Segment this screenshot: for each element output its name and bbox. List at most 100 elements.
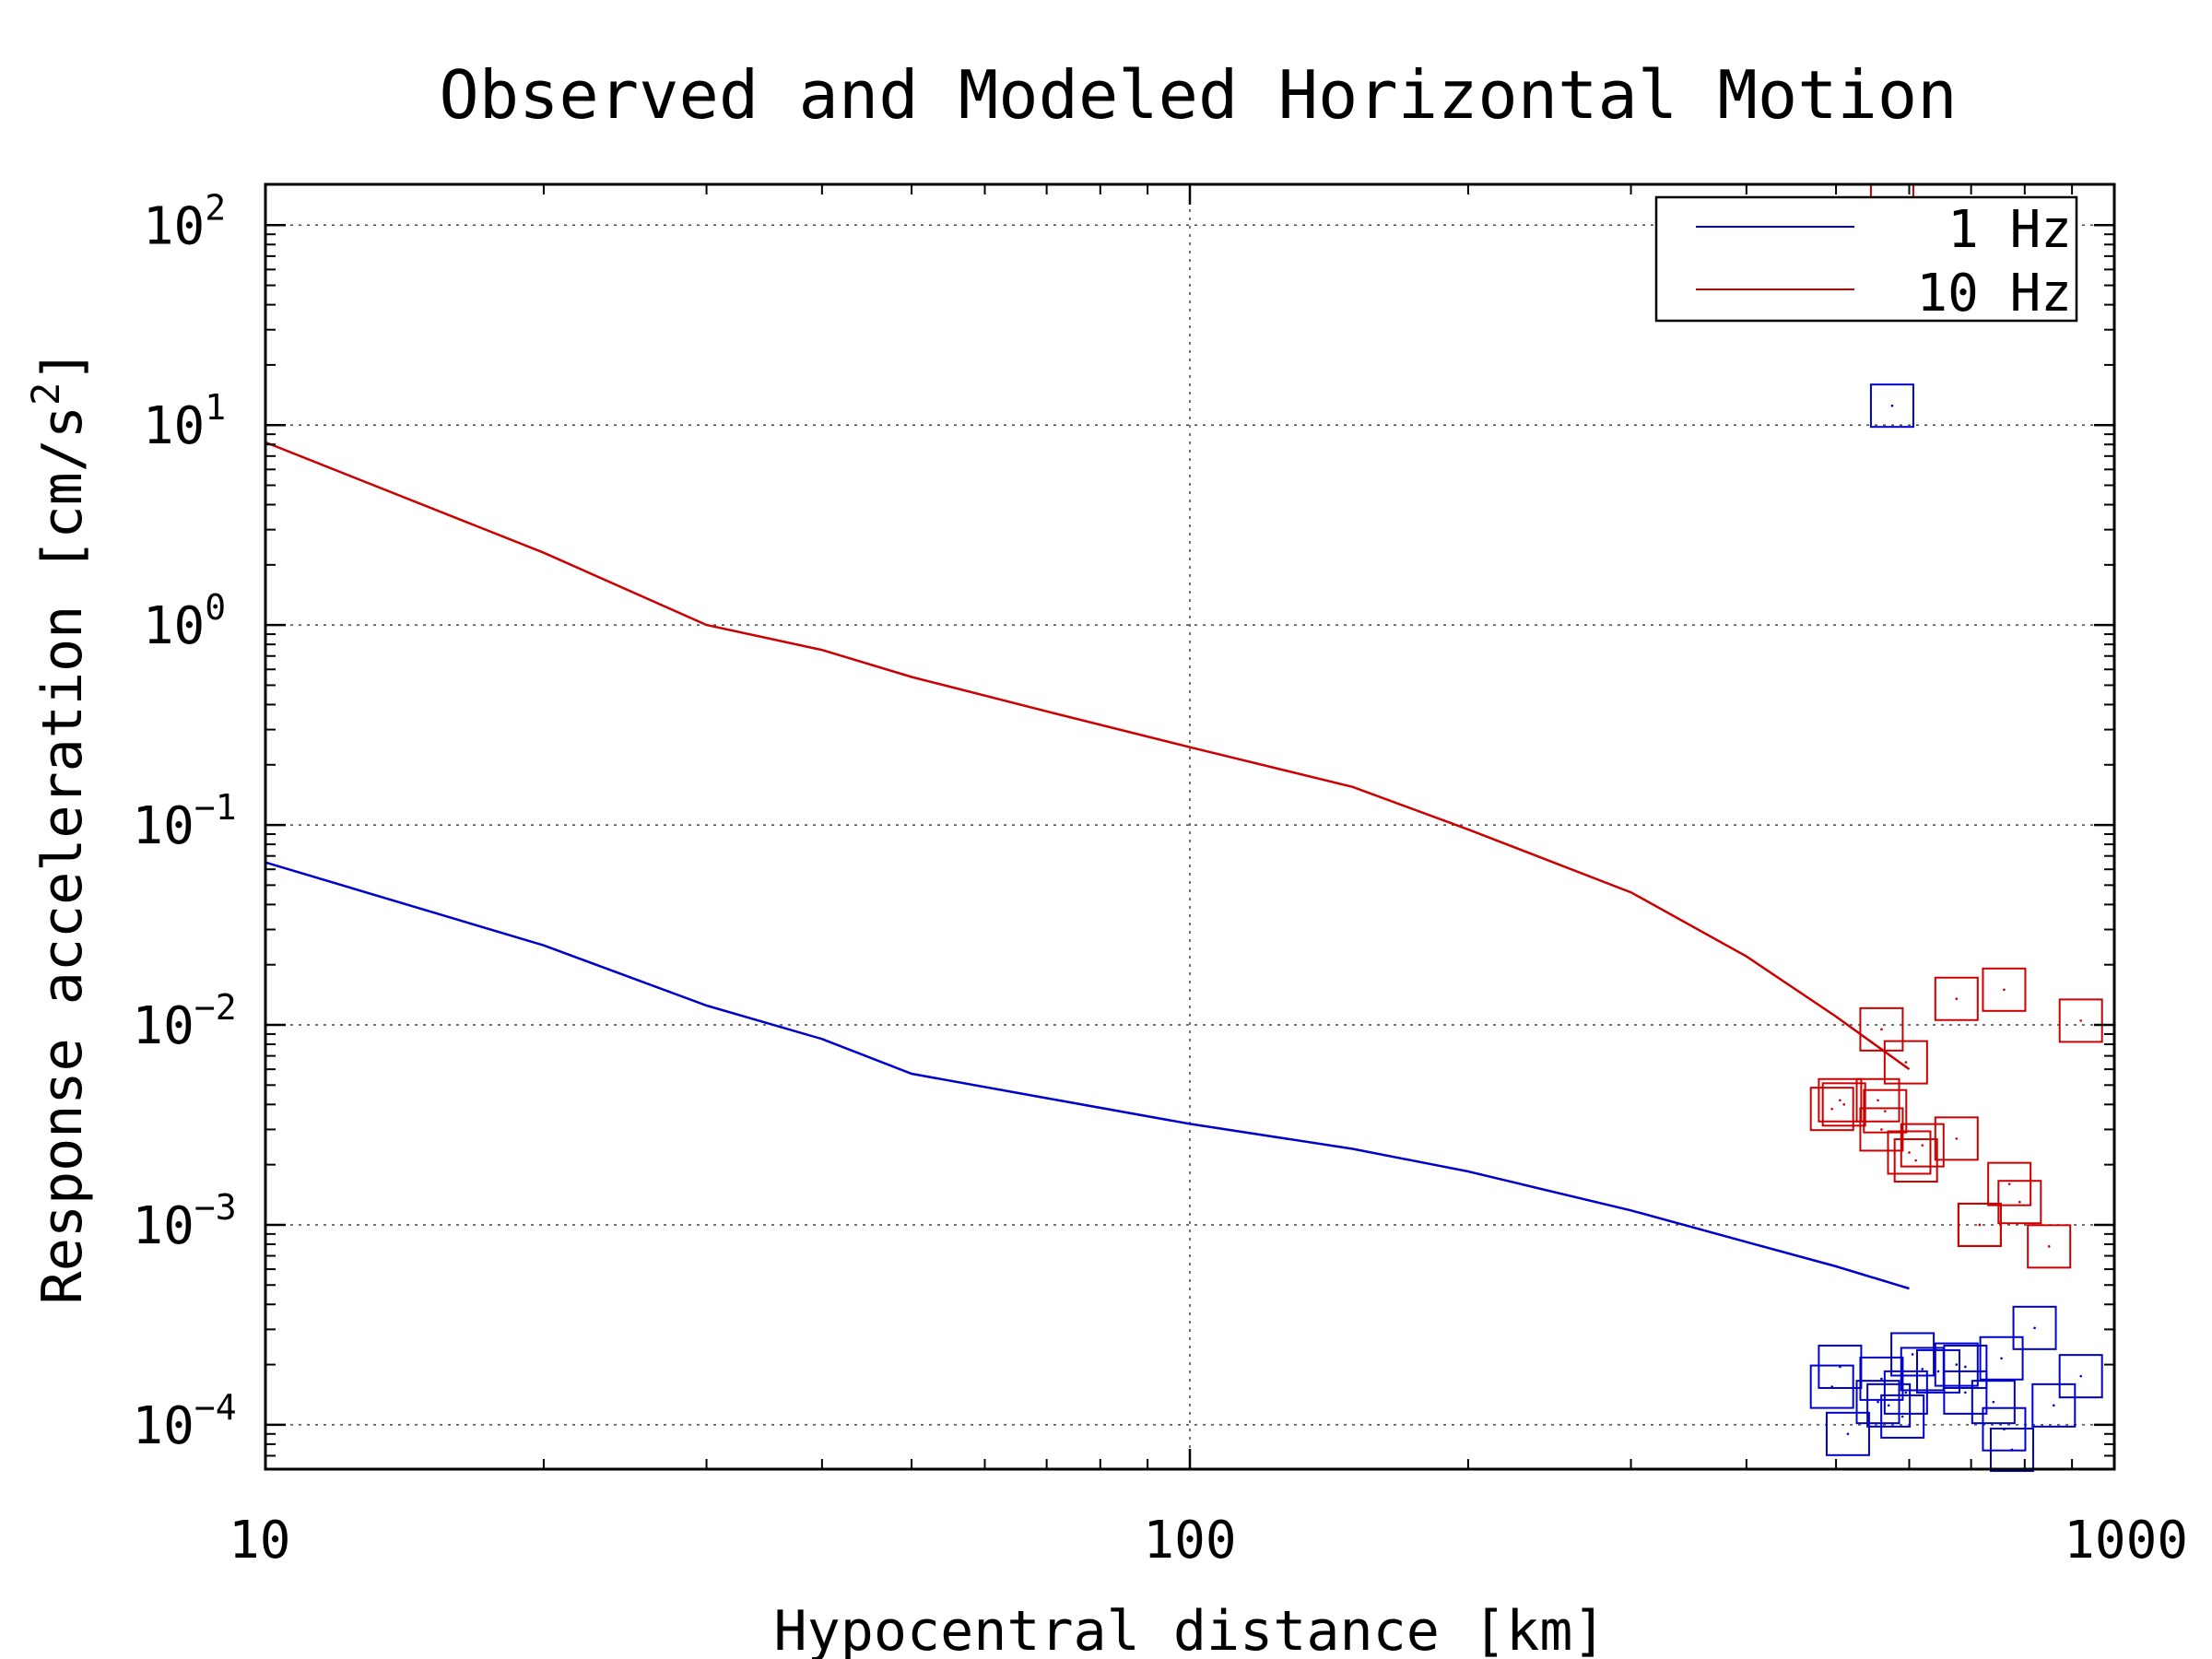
observed-point-center [1911, 1353, 1914, 1356]
observed-point [2027, 1224, 2072, 1269]
observed-point-center [1880, 1028, 1883, 1031]
axis-ticks [264, 184, 2116, 1470]
series-line-0 [265, 861, 1910, 1290]
observed-point [1809, 1087, 1854, 1132]
observed-point-center [2047, 1245, 2051, 1248]
observed-point [1863, 1088, 1908, 1134]
observed-point-center [1955, 1363, 1959, 1366]
observed-point-center [1921, 1144, 1924, 1147]
observed-point [1987, 1161, 2032, 1206]
observed-point-center [2000, 1357, 2003, 1360]
observed-point-center [1914, 1159, 1917, 1162]
observed-point [1934, 1116, 1979, 1161]
observed-point-center [1842, 1103, 1845, 1106]
observed-point [2031, 1382, 2077, 1428]
observed-point-center [2010, 1448, 2014, 1452]
observed-point-center [1992, 1400, 1995, 1404]
observed-point [1971, 1380, 2016, 1425]
observed-point [1809, 1364, 1854, 1409]
observed-point-center [1955, 997, 1959, 1001]
observed-point [1869, 383, 1914, 429]
x-tick-label: 100 [1143, 1511, 1236, 1571]
observed-point [1979, 1335, 2024, 1381]
observed-point-center [1846, 1432, 1850, 1436]
observed-point-center [1964, 1365, 1967, 1369]
observed-point [1982, 967, 2027, 1012]
y-tick-label: 102 [143, 187, 226, 256]
observed-point-center [1890, 404, 1894, 407]
observed-point-center [1830, 1107, 1833, 1111]
observed-point-center [1877, 1099, 1879, 1102]
y-tick-label: 10−3 [132, 1187, 236, 1256]
observed-point [1883, 1040, 1928, 1085]
series-line-1 [265, 441, 1911, 1071]
observed-point-center [1884, 1110, 1887, 1112]
observed-point [1934, 1342, 1979, 1387]
observed-point-center [1936, 1370, 1940, 1373]
observed-point [1855, 1380, 1900, 1425]
grid-lines [265, 184, 2114, 1469]
x-axis-label: Hypocentral distance [km] [773, 1599, 1606, 1659]
observed-point-center [1839, 1099, 1841, 1102]
observed-point-center [1880, 1128, 1883, 1131]
observed-point [1821, 1082, 1866, 1127]
observed-point [1900, 1123, 1945, 1168]
observed-point [2058, 998, 2103, 1043]
observed-point [1818, 1077, 1863, 1123]
observed-point-center [1887, 1404, 1890, 1407]
chart-title: Observed and Modeled Horizontal Motion [439, 56, 1957, 134]
observed-point-center [1908, 1151, 1911, 1154]
y-tick-label: 10−2 [132, 987, 236, 1056]
x-tick-labels: 10 100 1000 [229, 1511, 2188, 1571]
y-axis-label-main: Response acceleration [cm/s [30, 406, 95, 1304]
observed-point [2058, 1354, 2103, 1399]
observed-point [1934, 976, 1979, 1021]
observed-point-center [1839, 1365, 1841, 1369]
observed-point-center [2018, 1200, 2021, 1204]
observed-point [1943, 1344, 1988, 1389]
observed-point [1825, 1411, 1870, 1456]
observed-point [1880, 1394, 1925, 1439]
y-tick-label: 10−1 [132, 787, 236, 856]
legend: 1 Hz 10 Hz [1654, 195, 2078, 324]
observed-point-center [1964, 1391, 1967, 1394]
y-tick-label: 100 [143, 587, 226, 656]
x-tick-label: 10 [229, 1511, 290, 1571]
observed-point [2012, 1305, 2057, 1350]
observed-point-center [1904, 1061, 1908, 1064]
observed-point-center [2003, 988, 2006, 992]
observed-point [1887, 1130, 1932, 1175]
y-axis-label-exponent: 2 [23, 382, 68, 406]
observed-point [1866, 1382, 1912, 1428]
observed-point-center [2079, 1374, 2082, 1378]
y-tick-labels: 10−4 10−3 10−2 10−1 100 101 102 [132, 187, 236, 1456]
observed-point-center [2033, 1326, 2036, 1330]
observed-point [1997, 1180, 2042, 1225]
observed-point-center [1877, 1400, 1879, 1404]
observed-point-center [2007, 1182, 2011, 1185]
y-tick-label: 101 [143, 387, 226, 456]
x-tick-label: 1000 [2064, 1511, 2188, 1571]
observed-point [1989, 1427, 2034, 1472]
observed-point-center [2053, 1404, 2055, 1407]
model-lines [265, 441, 1911, 1290]
observed-point-center [1955, 1137, 1959, 1140]
observed-markers [1809, 183, 2103, 1472]
observed-point-center [1904, 1391, 1908, 1394]
y-tick-label: 10−4 [132, 1387, 236, 1456]
observed-point [1855, 1077, 1900, 1123]
observed-point [1859, 1006, 1904, 1052]
observed-point-center [1978, 1223, 1982, 1227]
observed-point [1890, 1332, 1936, 1377]
observed-point [1957, 1202, 2002, 1247]
legend-box [1654, 195, 2078, 323]
y-axis-label: Response acceleration [cm/s2] [23, 349, 95, 1305]
observed-point-center [1921, 1368, 1924, 1371]
observed-point [1943, 1370, 1988, 1415]
observed-point [1883, 1370, 1928, 1415]
observed-point-center [2079, 1019, 2082, 1022]
observed-point [1859, 1107, 1904, 1152]
observed-point-center [1880, 1377, 1883, 1381]
observed-point-center [1900, 1415, 1904, 1418]
